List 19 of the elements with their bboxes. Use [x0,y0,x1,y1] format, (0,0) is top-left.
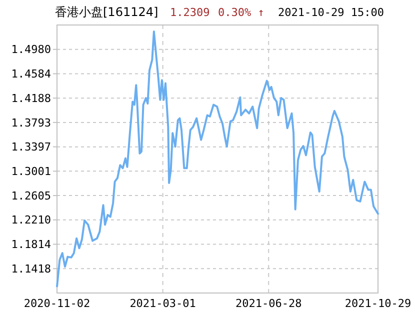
y-tick-label: 1.3001 [11,165,51,178]
x-tick-label: 2021-06-28 [236,297,302,310]
text: 1.2309 [170,6,210,19]
y-tick-label: 1.3397 [11,140,51,154]
line-series [56,30,379,288]
y-tick-label: 1.2210 [11,214,51,227]
y-tick-label: 1.1814 [11,238,52,252]
y-tick-label: 1.4980 [11,43,51,56]
y-tick-label: 1.4188 [11,92,51,105]
x-tick-label: 2021-03-01 [130,297,196,310]
y-tick-label: 1.3793 [11,116,51,130]
chart-title: 香港小盘[161124] [55,5,158,19]
x-tick-label: 2020-11-02 [24,297,90,310]
y-tick-label: 1.1418 [11,262,51,276]
y-tick-label: 1.2605 [11,189,51,202]
text: 2021-10-29 15:00 [278,6,384,19]
x-tick-label: 2021-10-29 [344,297,412,310]
y-tick-label: 1.4584 [11,68,52,81]
text: 0.30% ↑ [218,6,264,19]
